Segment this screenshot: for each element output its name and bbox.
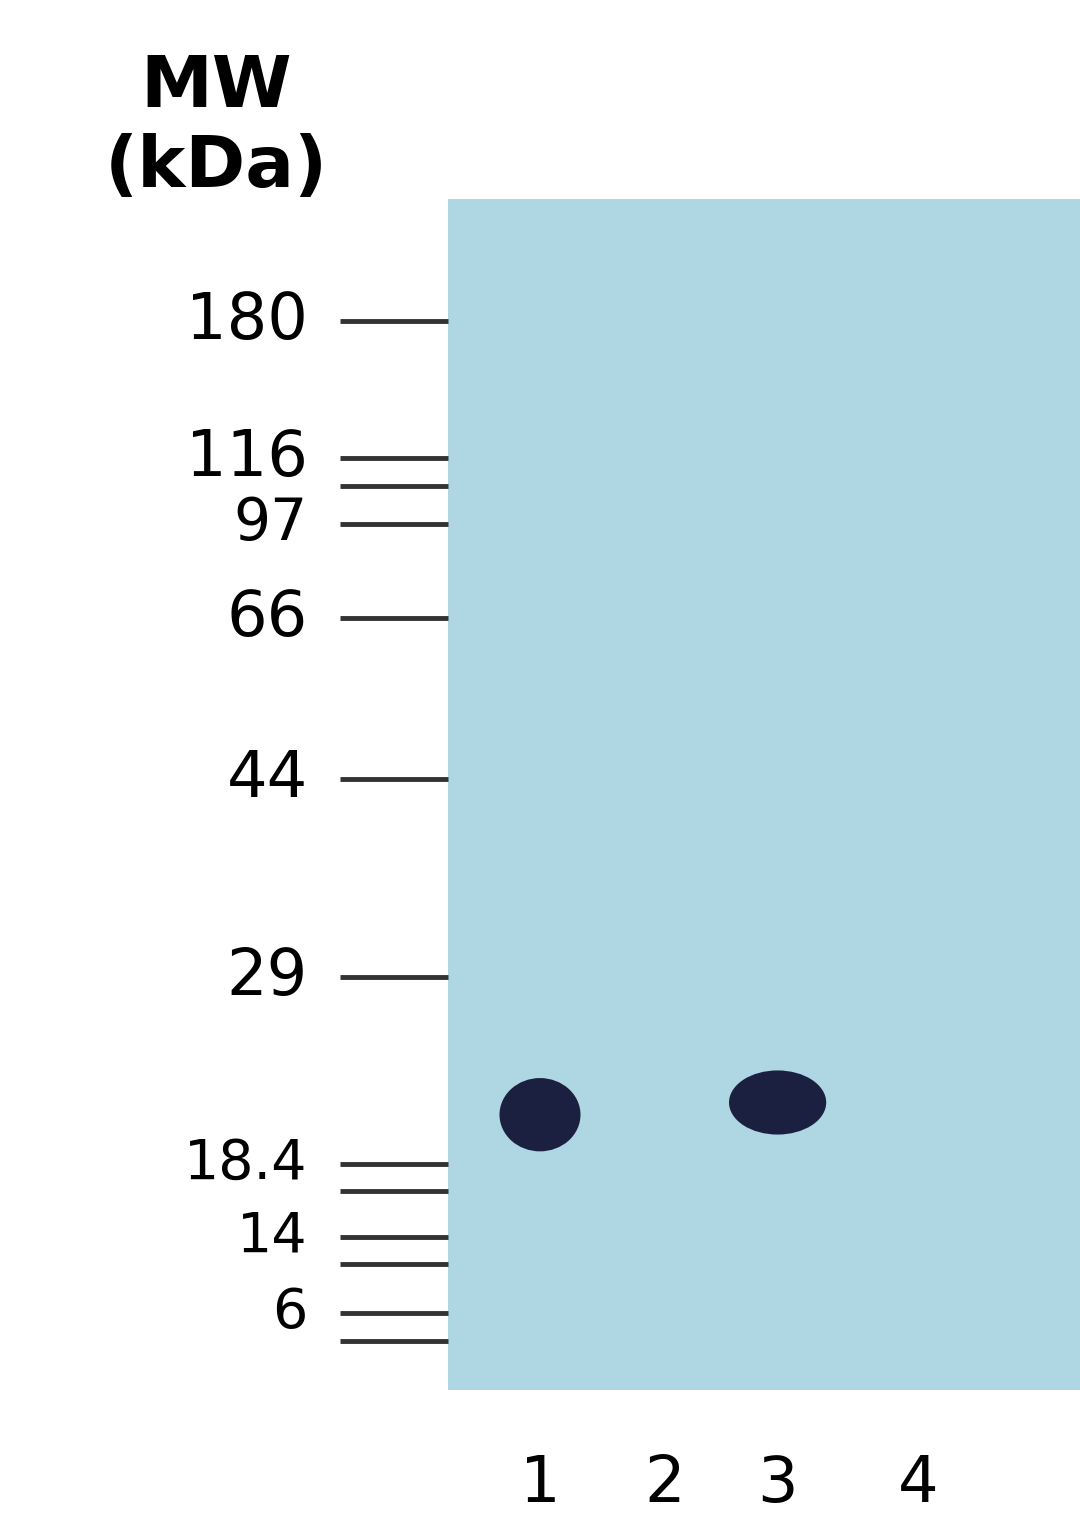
- Text: 116: 116: [186, 428, 308, 489]
- Text: 29: 29: [227, 947, 308, 1008]
- Text: 6: 6: [272, 1286, 308, 1341]
- Text: 180: 180: [186, 290, 308, 351]
- Text: 2: 2: [644, 1454, 685, 1515]
- Text: 14: 14: [238, 1209, 308, 1264]
- Text: 1: 1: [519, 1454, 561, 1515]
- Text: 66: 66: [227, 588, 308, 649]
- Text: 3: 3: [757, 1454, 798, 1515]
- Ellipse shape: [499, 1078, 581, 1151]
- Ellipse shape: [729, 1070, 826, 1135]
- Text: 44: 44: [227, 748, 308, 809]
- Text: 97: 97: [233, 495, 308, 553]
- Text: MW
(kDa): MW (kDa): [105, 53, 327, 202]
- Bar: [448, 199, 1080, 1390]
- Text: 4: 4: [897, 1454, 939, 1515]
- Text: 18.4: 18.4: [185, 1136, 308, 1191]
